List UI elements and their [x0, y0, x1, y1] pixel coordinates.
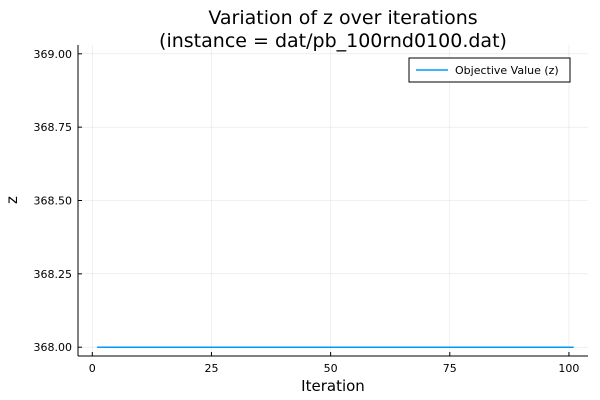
chart-subtitle: (instance = dat/pb_100rnd0100.dat) [159, 30, 507, 52]
x-axis-label: Iteration [301, 377, 365, 395]
y-ticks: 368.00 368.25 368.50 368.75 369.00 [34, 48, 82, 354]
y-axis-label: z [3, 196, 21, 204]
y-tick-label: 368.00 [34, 341, 73, 354]
y-tick-label: 368.75 [34, 121, 73, 134]
legend: Objective Value (z) [408, 57, 571, 83]
x-tick-label: 75 [443, 362, 457, 375]
y-tick-label: 369.00 [34, 48, 73, 61]
x-tick-label: 0 [89, 362, 96, 375]
x-grid [91, 45, 570, 356]
legend-label: Objective Value (z) [455, 64, 559, 77]
y-tick-label: 368.25 [34, 268, 73, 281]
x-tick-label: 25 [204, 362, 218, 375]
x-ticks: 0 25 50 75 100 [89, 352, 579, 375]
chart-title: Variation of z over iterations [208, 7, 477, 29]
x-tick-label: 100 [558, 362, 579, 375]
x-tick-label: 50 [324, 362, 338, 375]
y-tick-label: 368.50 [34, 195, 73, 208]
